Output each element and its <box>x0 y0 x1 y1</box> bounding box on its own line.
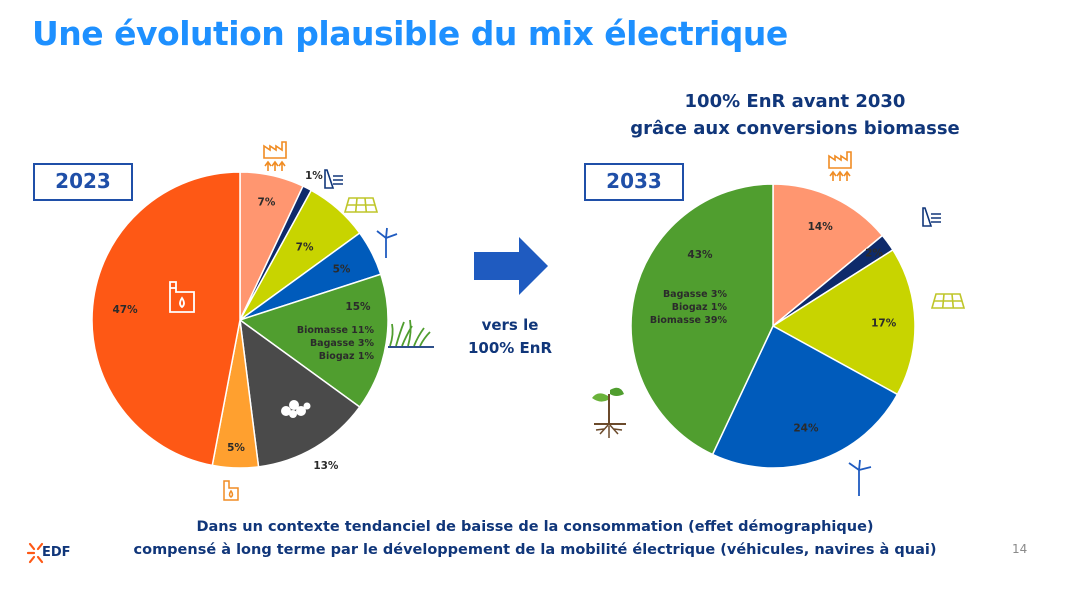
pie-slice-2033-2 <box>771 248 916 396</box>
solar-panel-icon <box>343 197 379 213</box>
slice-label-2023-6: 5% <box>227 442 245 454</box>
pie-slice-2023-5 <box>239 318 361 468</box>
logo-text: EDF <box>42 545 71 560</box>
slice-label-2023-3: 5% <box>333 263 351 275</box>
subtitle-line-1: 100% EnR avant 2030 <box>684 91 906 112</box>
page-number: 14 <box>1012 542 1028 556</box>
arrow-right-icon <box>474 237 548 295</box>
slice-detail-2033-2: Biomasse 39% <box>650 315 728 326</box>
subtitle-line-2: grâce aux conversions biomasse <box>630 118 960 139</box>
page-title: Une évolution plausible du mix électriqu… <box>32 14 788 53</box>
slice-label-2023-0: 7% <box>258 197 276 209</box>
slice-detail-2023-1: Bagasse 3% <box>310 338 375 349</box>
slice-label-2023-5: 13% <box>313 460 339 472</box>
edf-logo: EDF <box>27 545 71 560</box>
footer-text: Dans un contexte tendanciel de baisse de… <box>100 516 970 562</box>
slice-label-2023-1: 1% <box>305 170 323 182</box>
factory-heat-icon-2033 <box>828 151 852 181</box>
slice-detail-2023-2: Biogaz 1% <box>319 351 375 362</box>
wind-turbine-icon <box>376 227 398 258</box>
slice-detail-2033-1: Biogaz 1% <box>672 302 728 313</box>
slice-label-2033-1: 2% <box>865 248 883 260</box>
pie-slice-2023-7 <box>91 171 241 467</box>
slice-label-2033-2: 17% <box>871 318 897 330</box>
slice-detail-2023-0: Biomasse 11% <box>297 325 375 336</box>
slice-detail-2033-0: Bagasse 3% <box>663 289 728 300</box>
slice-label-2023-4: 15% <box>345 301 371 313</box>
solar-panel-icon-2033 <box>930 293 966 309</box>
hydro-dam-icon-2033 <box>922 207 941 227</box>
pie-chart-2033: 14% 2% 17% 24% 43% Bagasse 3% Biogaz 1% Biomass… <box>630 183 916 469</box>
pie-slice-2023-4 <box>238 273 389 409</box>
grass-icon <box>388 319 434 348</box>
slice-label-2033-4: 43% <box>687 249 713 261</box>
arrow-label: vers le 100% EnR <box>455 314 565 360</box>
year-2023-label: 2023 <box>33 163 133 201</box>
pie-slice-2033-3 <box>711 324 899 469</box>
sprout-icon <box>592 387 626 438</box>
slice-label-2023-2: 7% <box>296 242 314 254</box>
chart-2033-subtitle: 100% EnR avant 2030 grâce aux conversion… <box>560 88 1030 142</box>
hydro-dam-icon <box>324 169 343 189</box>
pie-slice-2033-4 <box>630 183 774 456</box>
footer-line-2: compensé à long terme par le développeme… <box>133 542 937 558</box>
slice-label-2033-0: 14% <box>808 221 834 233</box>
year-2033-label: 2033 <box>584 163 684 201</box>
slice-label-2023-7: 47% <box>113 304 139 316</box>
pie-chart-2023: 7% 1% 7% 5% 15% Biomasse 11% Bagasse 3% Biogaz … <box>91 170 389 472</box>
factory-heat-icon <box>263 141 287 171</box>
coal-icon <box>281 400 311 418</box>
fuel-tank-small-icon <box>223 480 239 501</box>
fuel-tank-icon <box>169 281 195 313</box>
arrow-label-line-1: vers le <box>481 316 539 334</box>
slice-label-2033-3: 24% <box>793 422 819 434</box>
pie-slice-2033-0 <box>772 183 884 328</box>
edf-logo-icon <box>26 542 44 564</box>
footer-line-1: Dans un contexte tendanciel de baisse de… <box>196 519 874 535</box>
wind-turbine-icon-2033 <box>848 459 872 496</box>
arrow-label-line-2: 100% EnR <box>467 339 553 357</box>
